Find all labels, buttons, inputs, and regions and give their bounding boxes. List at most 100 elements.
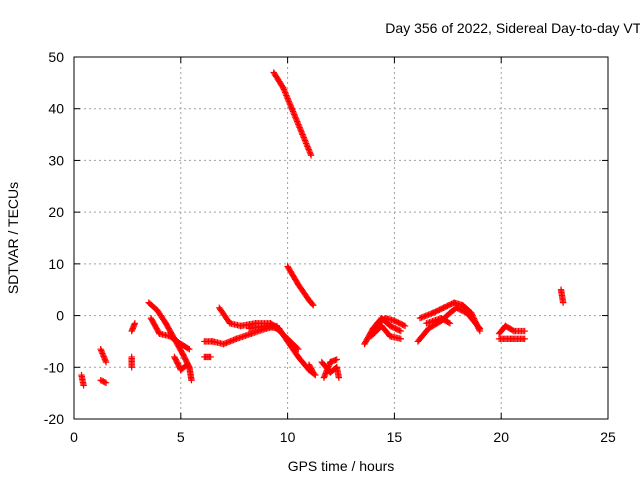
data-point: [303, 141, 311, 149]
x-axis-label: GPS time / hours: [288, 458, 395, 474]
data-point: [101, 378, 108, 386]
data-track: [171, 353, 191, 374]
data-point: [475, 326, 483, 333]
data-point: [509, 327, 516, 334]
tick-labels: 0 5 10 15 20 25 -20 -10 0 10 20 30 40 50: [44, 49, 616, 445]
data-point: [295, 345, 302, 353]
data-track: [416, 299, 484, 335]
data-point: [287, 102, 294, 109]
data-point: [333, 356, 340, 363]
data-point: [131, 320, 139, 327]
data-point: [469, 312, 476, 319]
data-point: [286, 99, 293, 107]
data-point: [521, 327, 528, 335]
data-point: [474, 323, 482, 331]
data-track: [128, 353, 135, 371]
data-track: [128, 320, 139, 335]
data-point: [284, 95, 291, 102]
data-points: [78, 69, 567, 389]
data-track: [305, 361, 317, 376]
data-point: [302, 138, 309, 146]
data-point: [281, 89, 289, 96]
data-track: [284, 263, 317, 309]
data-point: [188, 377, 195, 384]
y-tick-label: -20: [44, 411, 64, 427]
data-point: [286, 101, 294, 108]
data-track: [367, 322, 405, 343]
data-point: [306, 149, 314, 156]
data-point: [310, 302, 317, 309]
data-point: [301, 135, 308, 143]
data-point: [471, 316, 478, 324]
data-point: [80, 382, 87, 389]
data-point: [102, 358, 110, 366]
data-point: [468, 309, 475, 317]
data-point: [309, 367, 316, 375]
data-track: [270, 69, 315, 159]
x-tick-label: 10: [280, 429, 296, 445]
data-point: [281, 87, 288, 95]
data-point: [304, 144, 312, 152]
data-track: [245, 322, 302, 353]
data-point: [475, 325, 482, 332]
data-point: [472, 319, 480, 326]
data-point: [288, 104, 295, 111]
data-point: [299, 131, 306, 138]
data-track: [201, 353, 214, 361]
y-tick-label: -10: [44, 359, 64, 375]
x-tick-label: 20: [493, 429, 509, 445]
data-point: [335, 374, 343, 381]
data-point: [304, 143, 311, 150]
y-axis-label: SDTVAR / TECUs: [5, 182, 21, 294]
data-point: [285, 96, 292, 104]
data-point: [279, 83, 286, 90]
y-tick-label: 50: [48, 49, 64, 65]
x-tick-label: 15: [387, 429, 403, 445]
data-point: [397, 327, 405, 335]
data-track: [78, 371, 87, 389]
chart-title: Day 356 of 2022, Sidereal Day-to-day VTE…: [385, 20, 640, 36]
data-point: [283, 92, 290, 99]
data-point: [472, 318, 479, 325]
data-point: [397, 335, 405, 343]
data-point: [299, 132, 307, 140]
data-point: [473, 320, 480, 328]
data-track: [557, 286, 567, 306]
data-point: [476, 327, 484, 335]
data-point: [559, 299, 567, 306]
data-track: [320, 356, 340, 381]
data-point: [128, 364, 135, 371]
data-point: [310, 369, 317, 376]
y-tick-label: 40: [48, 101, 64, 117]
data-point: [303, 140, 310, 147]
data-point: [474, 322, 481, 329]
data-point: [445, 319, 452, 326]
data-track: [97, 345, 110, 366]
y-tick-label: 20: [48, 204, 64, 220]
y-tick-label: 30: [48, 152, 64, 168]
data-point: [285, 98, 293, 105]
data-point: [207, 353, 214, 361]
plot-frame: [73, 56, 609, 420]
data-point: [305, 146, 312, 153]
data-point: [396, 327, 403, 334]
data-point: [468, 311, 476, 318]
data-point: [521, 335, 528, 343]
data-point: [280, 84, 287, 92]
data-point: [306, 147, 313, 155]
data-point: [309, 300, 316, 308]
data-point: [446, 320, 454, 327]
data-track: [147, 314, 193, 353]
axes: [73, 56, 609, 420]
data-point: [186, 345, 193, 353]
data-point: [280, 86, 288, 93]
data-track: [495, 335, 528, 343]
x-tick-label: 25: [600, 429, 616, 445]
data-point: [282, 90, 289, 98]
data-track: [495, 322, 528, 337]
data-track: [374, 314, 409, 330]
data-point: [400, 322, 407, 329]
grid: [74, 57, 608, 419]
x-tick-label: 0: [70, 429, 78, 445]
